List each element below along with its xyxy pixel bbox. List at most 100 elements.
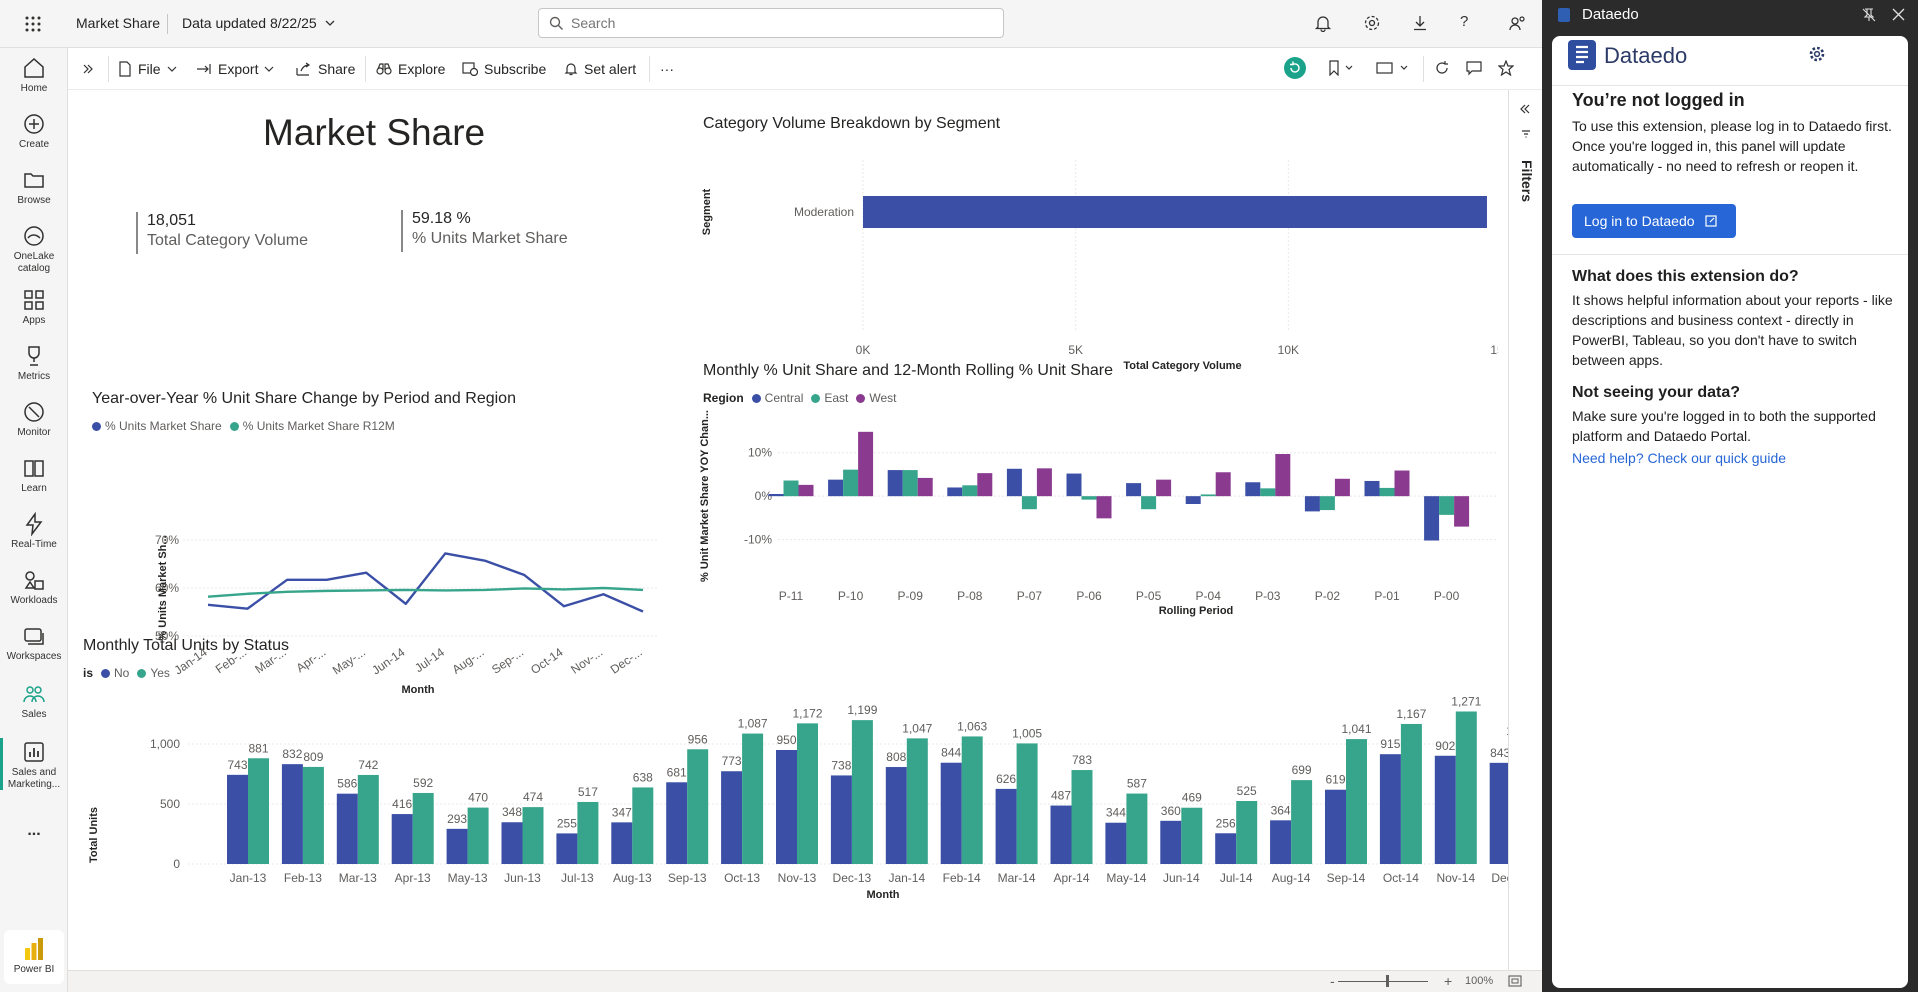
bar-east[interactable]	[1379, 487, 1395, 497]
bar-west[interactable]	[1036, 468, 1052, 497]
bar-west[interactable]	[1275, 454, 1291, 497]
close-icon[interactable]	[1892, 8, 1905, 26]
bar-west[interactable]	[1156, 479, 1172, 497]
bar-central[interactable]	[887, 470, 903, 497]
search-box[interactable]	[538, 8, 1004, 38]
more-options-button[interactable]: ···	[660, 61, 674, 77]
bar-yes[interactable]	[797, 723, 818, 864]
nav-item-monitor[interactable]: Monitor	[0, 400, 68, 439]
zoom-out-button[interactable]: -	[1330, 973, 1335, 989]
nav-item-create[interactable]: Create	[0, 112, 68, 151]
zoom-slider-track[interactable]	[1338, 981, 1428, 982]
bar-central[interactable]	[1245, 482, 1261, 497]
bar-yes[interactable]	[1236, 801, 1258, 864]
bar-no[interactable]	[1215, 833, 1237, 864]
bar-no[interactable]	[1489, 762, 1511, 864]
data-updated-dropdown[interactable]: Data updated 8/22/25	[182, 15, 335, 31]
bar-central[interactable]	[1126, 483, 1142, 497]
share-button[interactable]: Share	[296, 58, 355, 80]
bar-yes[interactable]	[906, 738, 928, 864]
chart-yoy-change[interactable]: 50% 60% 70% Jan-14 Feb-... Mar-... Apr-... May-…	[78, 430, 678, 700]
bar-yes[interactable]	[412, 792, 434, 864]
nav-item-workspaces[interactable]: Workspaces	[0, 624, 68, 663]
nav-item-apps[interactable]: Apps	[0, 288, 68, 327]
gear-icon[interactable]	[1809, 46, 1825, 67]
bar-no[interactable]	[1105, 822, 1127, 864]
bar-central[interactable]	[1185, 496, 1201, 504]
app-launcher-icon[interactable]	[24, 15, 42, 38]
bar-east[interactable]	[1200, 494, 1216, 497]
bar-west[interactable]	[917, 477, 933, 497]
bar-west[interactable]	[1394, 470, 1410, 497]
collapse-filters-icon[interactable]	[1519, 102, 1531, 120]
reset-icon[interactable]	[1284, 57, 1306, 79]
bar-no[interactable]	[995, 788, 1017, 864]
bar-no[interactable]	[501, 822, 523, 864]
nav-item-real-time[interactable]: Real-Time	[0, 511, 68, 551]
bookmark-icon[interactable]	[1328, 60, 1354, 81]
bar-east[interactable]	[1081, 496, 1097, 500]
nav-item-home[interactable]: Home	[0, 56, 68, 95]
nav-item-metrics[interactable]: Metrics	[0, 344, 68, 383]
bar-yes[interactable]	[1126, 793, 1148, 864]
bar-central[interactable]	[828, 479, 844, 497]
bar-west[interactable]	[858, 431, 874, 497]
expand-pane-icon[interactable]	[82, 58, 94, 80]
bar-central[interactable]	[1066, 473, 1082, 497]
legend-item[interactable]: West	[869, 391, 897, 405]
powerbi-switcher[interactable]: Power BI	[4, 930, 64, 984]
legend-item[interactable]: % Units Market Share R12M	[242, 419, 395, 433]
bar-central[interactable]	[947, 487, 963, 497]
bar-central[interactable]	[1364, 480, 1380, 497]
export-menu-button[interactable]: Export	[196, 58, 274, 80]
download-icon[interactable]	[1411, 14, 1429, 37]
bar-no[interactable]	[1270, 820, 1292, 864]
feedback-icon[interactable]	[1508, 14, 1526, 37]
nav-item-sales-and-marketing[interactable]: Sales and Marketing...	[0, 740, 68, 791]
bar-no[interactable]	[1325, 789, 1346, 864]
bar-yes[interactable]	[1455, 711, 1477, 864]
bar-west[interactable]	[1215, 472, 1231, 497]
bar-no[interactable]	[556, 833, 578, 864]
bar-east[interactable]	[1141, 496, 1157, 510]
search-input[interactable]	[571, 14, 991, 32]
kpi-card-share[interactable]: 59.18 % % Units Market Share	[401, 210, 568, 252]
bar-yes[interactable]	[1291, 780, 1313, 864]
bar-no[interactable]	[830, 775, 852, 864]
fit-page-icon[interactable]	[1508, 975, 1522, 990]
bar-central[interactable]	[1006, 468, 1022, 497]
more-icon[interactable]: ...	[27, 822, 41, 839]
bar-no[interactable]	[1379, 754, 1401, 864]
bar-no[interactable]	[1050, 805, 1072, 864]
bar-yes[interactable]	[961, 736, 983, 864]
legend-item[interactable]: Central	[764, 391, 804, 405]
bar-central[interactable]	[1304, 496, 1320, 512]
bar-no[interactable]	[885, 767, 907, 864]
bar-yes[interactable]	[1071, 770, 1093, 864]
file-menu-button[interactable]: File	[118, 58, 177, 80]
legend-item[interactable]: No	[114, 666, 130, 680]
bar-no[interactable]	[940, 762, 962, 864]
bar-yes[interactable]	[1016, 743, 1038, 864]
bar-yes[interactable]	[248, 758, 269, 864]
bar-yes[interactable]	[357, 774, 379, 864]
help-link[interactable]: Need help? Check our quick guide	[1572, 450, 1787, 466]
bar-yes[interactable]	[1346, 739, 1367, 864]
nav-item-browse[interactable]: Browse	[0, 168, 68, 207]
bar-east[interactable]	[843, 469, 859, 497]
bar-yes[interactable]	[851, 720, 873, 864]
bar-east[interactable]	[1021, 496, 1037, 510]
zoom-in-button[interactable]: +	[1444, 973, 1453, 989]
legend-item[interactable]: East	[824, 391, 849, 405]
bar-east[interactable]	[1439, 496, 1455, 515]
nav-item-workloads[interactable]: Workloads	[0, 568, 68, 607]
bar-no[interactable]	[776, 750, 797, 864]
unpin-icon[interactable]	[1862, 8, 1876, 27]
notifications-icon[interactable]	[1314, 14, 1332, 37]
bar-no[interactable]	[666, 782, 688, 864]
settings-icon[interactable]	[1363, 14, 1381, 37]
legend-item[interactable]: Yes	[150, 666, 170, 680]
chart-monthly-unit-share[interactable]: -10% 0% 10% P-11 P-10 P-09 P-08 P-07 P-06 P-05 P-0…	[698, 410, 1498, 700]
chart-category-volume[interactable]: 0K 5K 10K 15K Moderation Segment Total Categor…	[698, 140, 1498, 380]
help-icon[interactable]: ?	[1460, 13, 1469, 30]
